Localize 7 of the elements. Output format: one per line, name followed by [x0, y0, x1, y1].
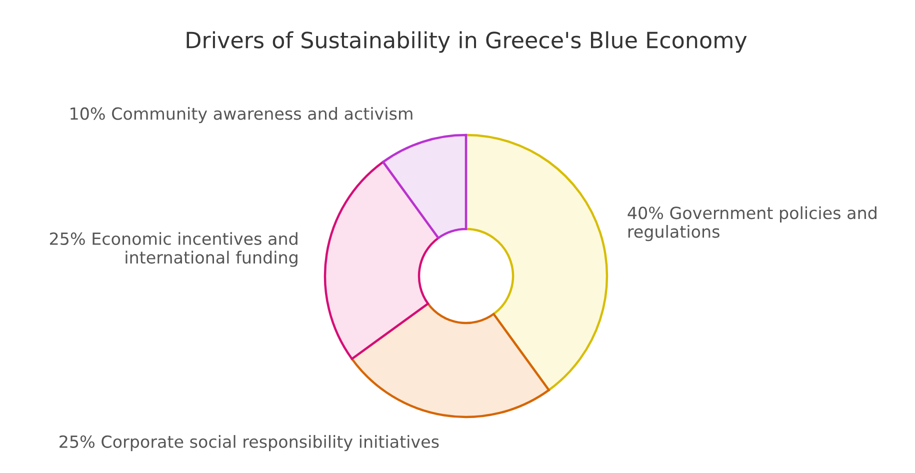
chart-title: Drivers of Sustainability in Greece's Blue Economy [186, 31, 747, 53]
slice-label: 25% Corporate social responsibility initiatives [60, 435, 439, 452]
slice-label: 40% Government policies and regulations [628, 206, 876, 242]
donut-slice [464, 134, 608, 392]
slice-label: 25% Economic incentives and international funding [50, 232, 298, 267]
donut-slice [350, 302, 550, 418]
slice-label: 10% Community awareness and activism [70, 107, 412, 124]
